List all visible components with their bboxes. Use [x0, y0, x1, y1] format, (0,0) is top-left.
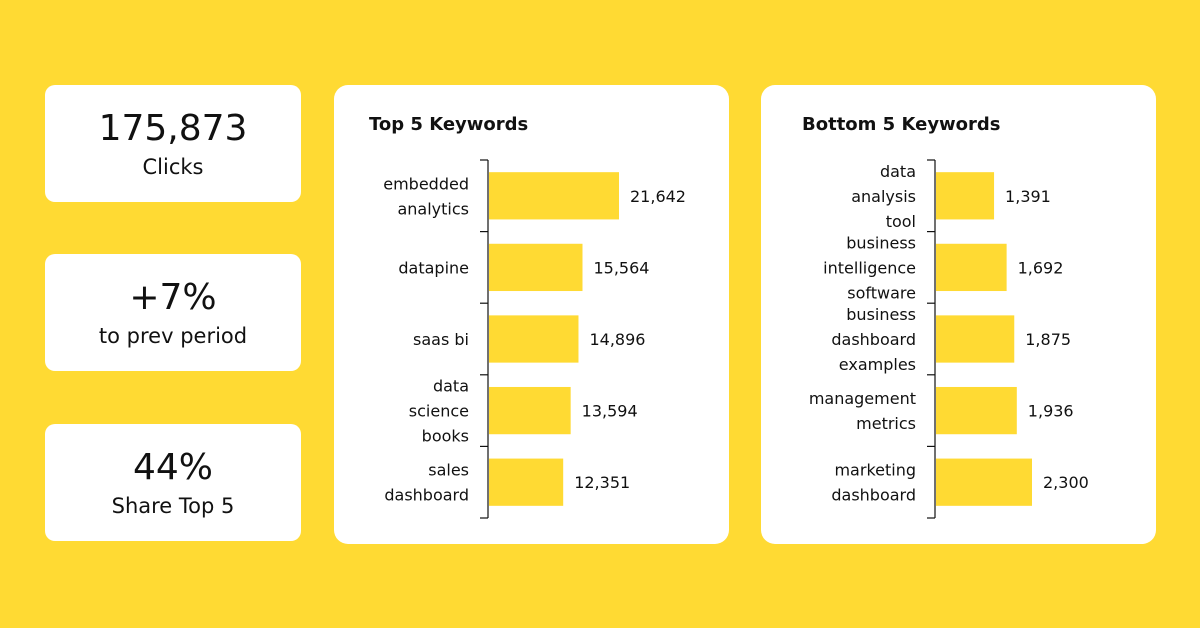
- category-label: analysis: [851, 187, 916, 206]
- category-label: embedded: [383, 174, 469, 193]
- kpi-card-share: 44% Share Top 5: [45, 424, 301, 541]
- category-label: examples: [839, 355, 916, 374]
- chart-title: Bottom 5 Keywords: [802, 114, 1001, 135]
- data-label: 21,642: [630, 187, 686, 206]
- data-label: 1,391: [1005, 187, 1051, 206]
- data-label: 15,564: [593, 258, 649, 277]
- kpi-value: 175,873: [98, 107, 248, 149]
- bar: [936, 458, 1032, 506]
- category-label: dashboard: [384, 486, 469, 505]
- category-label: datapine: [398, 258, 469, 277]
- category-label: data: [880, 162, 916, 181]
- kpi-value: +7%: [129, 276, 217, 318]
- bar: [489, 386, 571, 435]
- category-label: saas bi: [413, 330, 469, 349]
- kpi-label: to prev period: [98, 323, 248, 348]
- category-label: analytics: [397, 199, 469, 218]
- category-label: business: [846, 233, 916, 252]
- bar: [489, 172, 619, 220]
- category-label: dashboard: [831, 330, 916, 349]
- category-label: books: [422, 427, 469, 446]
- category-label: sales: [428, 461, 469, 480]
- bar: [936, 172, 995, 220]
- bar: [489, 458, 564, 506]
- bar: [489, 315, 579, 363]
- data-label: 12,351: [574, 473, 630, 492]
- data-label: 1,936: [1028, 402, 1074, 421]
- kpi-value: 44%: [132, 446, 213, 488]
- bar: [936, 315, 1015, 363]
- data-label: 13,594: [582, 402, 638, 421]
- chart-title: Top 5 Keywords: [369, 114, 529, 135]
- category-label: tool: [886, 212, 916, 231]
- kpi-card-clicks: 175,873 Clicks: [45, 85, 301, 202]
- category-label: dashboard: [831, 486, 916, 505]
- category-label: intelligence: [823, 258, 916, 277]
- category-label: data: [433, 377, 469, 396]
- category-label: business: [846, 305, 916, 324]
- data-label: 1,875: [1025, 330, 1071, 349]
- category-label: software: [847, 283, 916, 302]
- category-label: metrics: [856, 414, 916, 433]
- bar: [936, 386, 1017, 435]
- category-label: marketing: [834, 461, 916, 480]
- kpi-card-change: +7% to prev period: [45, 254, 301, 371]
- kpi-label: Share Top 5: [111, 493, 235, 518]
- bar: [936, 243, 1007, 292]
- category-label: science: [409, 402, 469, 421]
- data-label: 2,300: [1043, 473, 1089, 492]
- data-label: 1,692: [1018, 258, 1064, 277]
- bar: [489, 243, 583, 292]
- data-label: 14,896: [589, 330, 645, 349]
- kpi-label: Clicks: [142, 154, 204, 179]
- category-label: management: [809, 389, 916, 408]
